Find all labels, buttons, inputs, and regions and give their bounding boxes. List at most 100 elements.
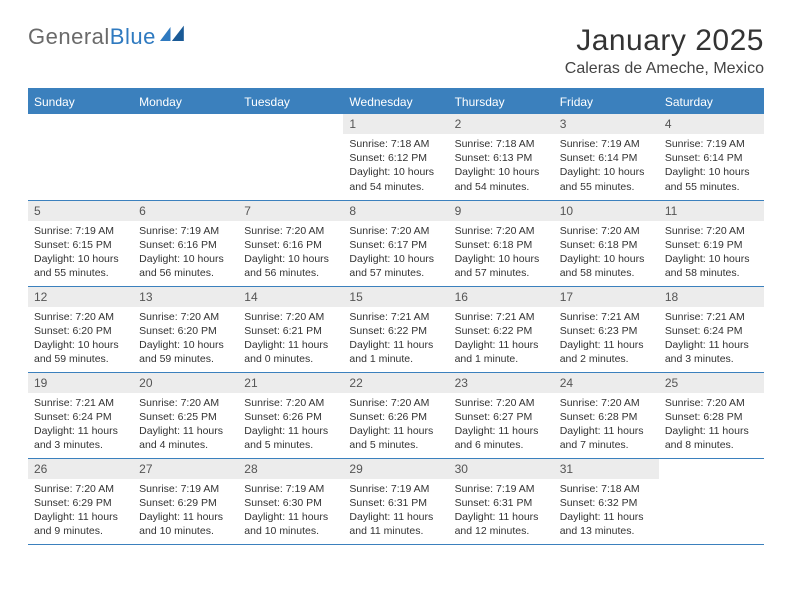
day-details: Sunrise: 7:20 AMSunset: 6:28 PMDaylight:… <box>554 393 659 457</box>
header: GeneralBlue January 2025 Caleras de Amec… <box>28 24 764 78</box>
page-title: January 2025 <box>565 24 764 58</box>
calendar-cell: 28Sunrise: 7:19 AMSunset: 6:30 PMDayligh… <box>238 458 343 544</box>
calendar-cell: 19Sunrise: 7:21 AMSunset: 6:24 PMDayligh… <box>28 372 133 458</box>
day-number: 29 <box>343 459 448 479</box>
day-details: Sunrise: 7:20 AMSunset: 6:28 PMDaylight:… <box>659 393 764 457</box>
day-number: 17 <box>554 287 659 307</box>
calendar-cell: 21Sunrise: 7:20 AMSunset: 6:26 PMDayligh… <box>238 372 343 458</box>
day-number: 30 <box>449 459 554 479</box>
day-details: Sunrise: 7:19 AMSunset: 6:30 PMDaylight:… <box>238 479 343 543</box>
day-details: Sunrise: 7:20 AMSunset: 6:16 PMDaylight:… <box>238 221 343 285</box>
calendar-cell: 16Sunrise: 7:21 AMSunset: 6:22 PMDayligh… <box>449 286 554 372</box>
calendar-cell: 5Sunrise: 7:19 AMSunset: 6:15 PMDaylight… <box>28 200 133 286</box>
weekday-header: Saturday <box>659 89 764 114</box>
day-number: 4 <box>659 114 764 134</box>
day-details: Sunrise: 7:20 AMSunset: 6:26 PMDaylight:… <box>238 393 343 457</box>
calendar-cell: 24Sunrise: 7:20 AMSunset: 6:28 PMDayligh… <box>554 372 659 458</box>
day-number: 24 <box>554 373 659 393</box>
weekday-header: Thursday <box>449 89 554 114</box>
sail-icon <box>160 25 188 43</box>
day-details: Sunrise: 7:21 AMSunset: 6:24 PMDaylight:… <box>659 307 764 371</box>
calendar-cell <box>238 114 343 200</box>
day-details: Sunrise: 7:18 AMSunset: 6:13 PMDaylight:… <box>449 134 554 198</box>
weekday-header: Sunday <box>28 89 133 114</box>
calendar-cell: 2Sunrise: 7:18 AMSunset: 6:13 PMDaylight… <box>449 114 554 200</box>
day-number: 11 <box>659 201 764 221</box>
calendar-cell: 13Sunrise: 7:20 AMSunset: 6:20 PMDayligh… <box>133 286 238 372</box>
day-number: 3 <box>554 114 659 134</box>
day-details: Sunrise: 7:18 AMSunset: 6:32 PMDaylight:… <box>554 479 659 543</box>
calendar-cell: 10Sunrise: 7:20 AMSunset: 6:18 PMDayligh… <box>554 200 659 286</box>
day-details: Sunrise: 7:21 AMSunset: 6:24 PMDaylight:… <box>28 393 133 457</box>
calendar-cell: 25Sunrise: 7:20 AMSunset: 6:28 PMDayligh… <box>659 372 764 458</box>
day-details: Sunrise: 7:18 AMSunset: 6:12 PMDaylight:… <box>343 134 448 198</box>
calendar-cell: 23Sunrise: 7:20 AMSunset: 6:27 PMDayligh… <box>449 372 554 458</box>
day-number: 25 <box>659 373 764 393</box>
day-details: Sunrise: 7:19 AMSunset: 6:14 PMDaylight:… <box>659 134 764 198</box>
day-number: 5 <box>28 201 133 221</box>
day-details: Sunrise: 7:20 AMSunset: 6:19 PMDaylight:… <box>659 221 764 285</box>
weekday-header: Monday <box>133 89 238 114</box>
day-details: Sunrise: 7:20 AMSunset: 6:25 PMDaylight:… <box>133 393 238 457</box>
calendar-row: 12Sunrise: 7:20 AMSunset: 6:20 PMDayligh… <box>28 286 764 372</box>
location-label: Caleras de Ameche, Mexico <box>565 60 764 78</box>
calendar-cell: 3Sunrise: 7:19 AMSunset: 6:14 PMDaylight… <box>554 114 659 200</box>
day-details: Sunrise: 7:19 AMSunset: 6:29 PMDaylight:… <box>133 479 238 543</box>
day-number: 15 <box>343 287 448 307</box>
day-number: 23 <box>449 373 554 393</box>
day-details: Sunrise: 7:19 AMSunset: 6:15 PMDaylight:… <box>28 221 133 285</box>
day-details: Sunrise: 7:21 AMSunset: 6:22 PMDaylight:… <box>343 307 448 371</box>
day-number: 2 <box>449 114 554 134</box>
day-details: Sunrise: 7:19 AMSunset: 6:31 PMDaylight:… <box>449 479 554 543</box>
day-details: Sunrise: 7:20 AMSunset: 6:27 PMDaylight:… <box>449 393 554 457</box>
calendar-cell: 30Sunrise: 7:19 AMSunset: 6:31 PMDayligh… <box>449 458 554 544</box>
day-details: Sunrise: 7:19 AMSunset: 6:16 PMDaylight:… <box>133 221 238 285</box>
day-number: 27 <box>133 459 238 479</box>
calendar-cell: 18Sunrise: 7:21 AMSunset: 6:24 PMDayligh… <box>659 286 764 372</box>
day-details: Sunrise: 7:21 AMSunset: 6:23 PMDaylight:… <box>554 307 659 371</box>
day-number: 12 <box>28 287 133 307</box>
calendar-cell: 8Sunrise: 7:20 AMSunset: 6:17 PMDaylight… <box>343 200 448 286</box>
calendar-cell: 11Sunrise: 7:20 AMSunset: 6:19 PMDayligh… <box>659 200 764 286</box>
day-details: Sunrise: 7:20 AMSunset: 6:18 PMDaylight:… <box>449 221 554 285</box>
calendar-row: 19Sunrise: 7:21 AMSunset: 6:24 PMDayligh… <box>28 372 764 458</box>
day-details: Sunrise: 7:20 AMSunset: 6:29 PMDaylight:… <box>28 479 133 543</box>
calendar-cell <box>28 114 133 200</box>
day-number: 14 <box>238 287 343 307</box>
day-number: 13 <box>133 287 238 307</box>
calendar-cell: 17Sunrise: 7:21 AMSunset: 6:23 PMDayligh… <box>554 286 659 372</box>
calendar-cell <box>133 114 238 200</box>
calendar-cell: 14Sunrise: 7:20 AMSunset: 6:21 PMDayligh… <box>238 286 343 372</box>
calendar-cell <box>659 458 764 544</box>
day-details: Sunrise: 7:20 AMSunset: 6:26 PMDaylight:… <box>343 393 448 457</box>
day-number: 26 <box>28 459 133 479</box>
day-number: 8 <box>343 201 448 221</box>
calendar-cell: 15Sunrise: 7:21 AMSunset: 6:22 PMDayligh… <box>343 286 448 372</box>
title-block: January 2025 Caleras de Ameche, Mexico <box>565 24 764 78</box>
brand-text: GeneralBlue <box>28 24 156 50</box>
day-number: 18 <box>659 287 764 307</box>
calendar-cell: 12Sunrise: 7:20 AMSunset: 6:20 PMDayligh… <box>28 286 133 372</box>
day-number: 21 <box>238 373 343 393</box>
day-number: 31 <box>554 459 659 479</box>
day-details: Sunrise: 7:21 AMSunset: 6:22 PMDaylight:… <box>449 307 554 371</box>
day-details: Sunrise: 7:20 AMSunset: 6:17 PMDaylight:… <box>343 221 448 285</box>
day-number: 20 <box>133 373 238 393</box>
calendar-cell: 31Sunrise: 7:18 AMSunset: 6:32 PMDayligh… <box>554 458 659 544</box>
weekday-header: Friday <box>554 89 659 114</box>
calendar-row: 5Sunrise: 7:19 AMSunset: 6:15 PMDaylight… <box>28 200 764 286</box>
day-number: 9 <box>449 201 554 221</box>
day-number: 28 <box>238 459 343 479</box>
day-details: Sunrise: 7:19 AMSunset: 6:31 PMDaylight:… <box>343 479 448 543</box>
calendar-row: 26Sunrise: 7:20 AMSunset: 6:29 PMDayligh… <box>28 458 764 544</box>
day-details: Sunrise: 7:19 AMSunset: 6:14 PMDaylight:… <box>554 134 659 198</box>
day-number: 7 <box>238 201 343 221</box>
weekday-header: Wednesday <box>343 89 448 114</box>
day-details: Sunrise: 7:20 AMSunset: 6:20 PMDaylight:… <box>133 307 238 371</box>
calendar-cell: 7Sunrise: 7:20 AMSunset: 6:16 PMDaylight… <box>238 200 343 286</box>
day-number: 22 <box>343 373 448 393</box>
calendar-cell: 6Sunrise: 7:19 AMSunset: 6:16 PMDaylight… <box>133 200 238 286</box>
calendar-cell: 26Sunrise: 7:20 AMSunset: 6:29 PMDayligh… <box>28 458 133 544</box>
day-number: 6 <box>133 201 238 221</box>
weekday-header: Tuesday <box>238 89 343 114</box>
